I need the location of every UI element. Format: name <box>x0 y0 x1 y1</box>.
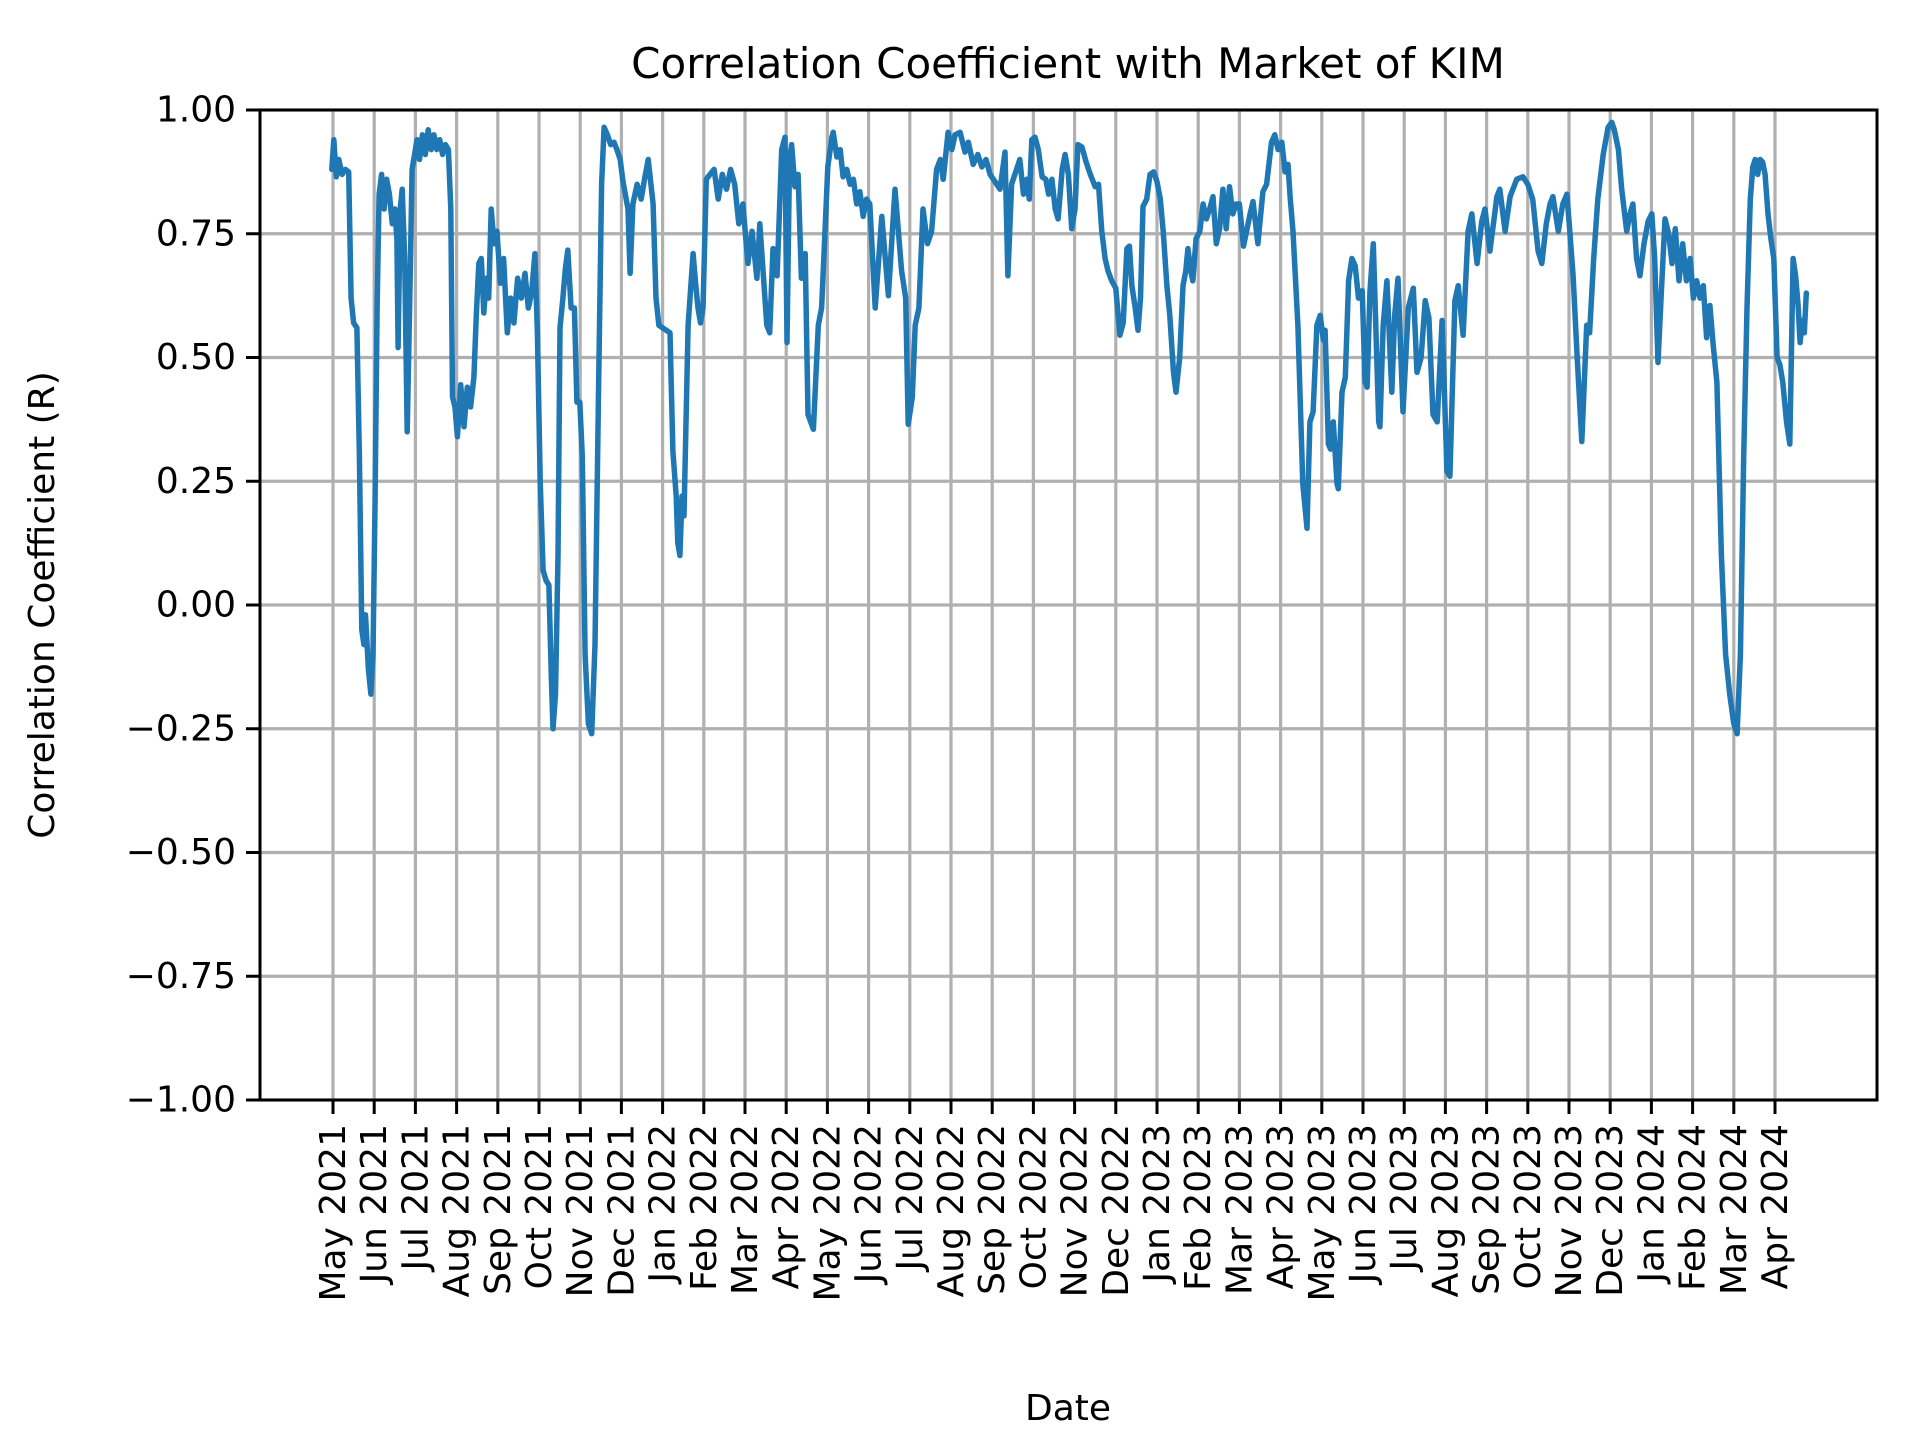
x-tick-label: Apr 2023 <box>1261 1124 1302 1289</box>
x-axis-label: Date <box>1025 1388 1111 1429</box>
y-tick-label: 0.25 <box>156 461 236 502</box>
x-tick-label: Oct 2021 <box>519 1124 560 1289</box>
x-tick-label: Nov 2021 <box>560 1124 601 1297</box>
y-tick-label: 1.00 <box>156 90 236 131</box>
x-tick-label: Dec 2023 <box>1590 1124 1631 1297</box>
x-tick-label: Nov 2022 <box>1055 1124 1096 1297</box>
series-line <box>329 119 1810 737</box>
x-tick-label: Aug 2022 <box>931 1124 972 1297</box>
x-tick-label: Aug 2023 <box>1425 1124 1466 1297</box>
x-tick-label: May 2023 <box>1302 1124 1343 1302</box>
x-tick-label: Feb 2023 <box>1178 1124 1219 1291</box>
x-tick-label: Dec 2021 <box>601 1124 642 1297</box>
x-tick-label: Jul 2023 <box>1384 1124 1425 1273</box>
x-tick-label: Nov 2023 <box>1549 1124 1590 1297</box>
x-tick-label: Jun 2021 <box>354 1124 395 1285</box>
x-tick-labels: May 2021 Jun 2021 Jul 2021 Aug 2021 Sep 2021… <box>313 1124 1796 1302</box>
plot-border <box>258 108 1879 1102</box>
x-tick-label: Jun 2022 <box>849 1124 890 1285</box>
x-tick-label: Jan 2022 <box>643 1124 684 1285</box>
y-tick-label: 0.50 <box>156 337 236 378</box>
x-tick-label: Jul 2022 <box>890 1124 931 1273</box>
x-tick-label: Sep 2022 <box>972 1124 1013 1295</box>
x-tick-label: Oct 2023 <box>1508 1124 1549 1289</box>
x-tick-label: May 2022 <box>807 1124 848 1302</box>
x-tick-label: Mar 2023 <box>1219 1124 1260 1295</box>
x-tick-label: Aug 2021 <box>437 1124 478 1297</box>
x-tick-label: Mar 2024 <box>1714 1124 1755 1295</box>
x-tick-label: Sep 2023 <box>1467 1124 1508 1295</box>
y-tick-label: 0.75 <box>156 213 236 254</box>
x-tick-label: Jan 2024 <box>1631 1124 1672 1285</box>
x-tick-label: May 2021 <box>313 1124 354 1302</box>
y-axis-label: Correlation Coefficient (R) <box>22 371 63 839</box>
chart-title: Correlation Coefficient with Market of K… <box>631 39 1505 88</box>
x-tick-label: Apr 2024 <box>1755 1124 1796 1289</box>
x-tick-label: Mar 2022 <box>725 1124 766 1295</box>
x-tick-label: Jun 2023 <box>1343 1124 1384 1285</box>
x-tick-label: Feb 2024 <box>1673 1124 1714 1291</box>
y-tick-label: −1.00 <box>126 1080 236 1121</box>
x-tick-label: Feb 2022 <box>684 1124 725 1291</box>
x-tick-label: Dec 2022 <box>1096 1124 1137 1297</box>
x-tick-label: Apr 2022 <box>766 1124 807 1289</box>
x-tick-label: Sep 2021 <box>478 1124 519 1295</box>
x-tick-label: Jul 2021 <box>395 1124 436 1273</box>
y-tick-label: −0.75 <box>126 956 236 997</box>
x-tick-label: Oct 2022 <box>1013 1124 1054 1289</box>
axis-ticks <box>246 108 1777 1114</box>
x-tick-label: Jan 2023 <box>1137 1124 1178 1285</box>
y-tick-label: −0.25 <box>126 708 236 749</box>
y-tick-label: −0.50 <box>126 832 236 873</box>
y-tick-labels: 1.00 0.75 0.50 0.25 0.00 −0.25 −0.50 −0.75 −1.00 <box>126 90 236 1121</box>
y-tick-label: 0.00 <box>156 585 236 626</box>
